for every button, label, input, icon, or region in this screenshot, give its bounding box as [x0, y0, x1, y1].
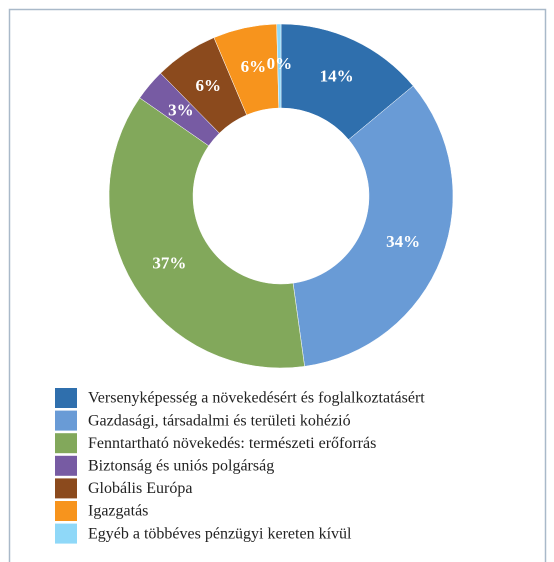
legend-label: Gazdasági, társadalmi és területi kohézi… — [88, 412, 351, 429]
legend-swatch — [55, 478, 77, 499]
donut-slice — [108, 97, 305, 369]
legend-label: Igazgatás — [88, 503, 148, 520]
legend-swatch — [55, 388, 77, 408]
legend-swatch — [55, 433, 77, 454]
slice-label: 37% — [152, 253, 186, 272]
legend-label: Globális Európa — [88, 480, 192, 497]
legend-label: Biztonság és uniós polgárság — [88, 457, 274, 474]
legend-label: Egyéb a többéves pénzügyi kereten kívül — [88, 525, 352, 542]
legend-swatch — [55, 410, 77, 431]
slice-label: 14% — [320, 66, 354, 85]
slice-label: 0% — [267, 54, 293, 73]
legend-label: Fenntartható növekedés: természeti erőfo… — [88, 435, 376, 452]
slice-label: 6% — [241, 57, 267, 76]
legend-swatch — [55, 523, 77, 544]
legend-swatch — [55, 455, 77, 476]
donut-slice — [292, 85, 454, 367]
frame — [8, 8, 547, 562]
donut-slice — [276, 23, 282, 109]
slice-label: 34% — [386, 232, 420, 251]
slice-label: 3% — [168, 100, 194, 119]
legend-swatch — [55, 501, 77, 521]
legend-label: Versenyképesség a növekedésért és foglal… — [88, 390, 425, 407]
slice-label: 6% — [196, 76, 222, 95]
